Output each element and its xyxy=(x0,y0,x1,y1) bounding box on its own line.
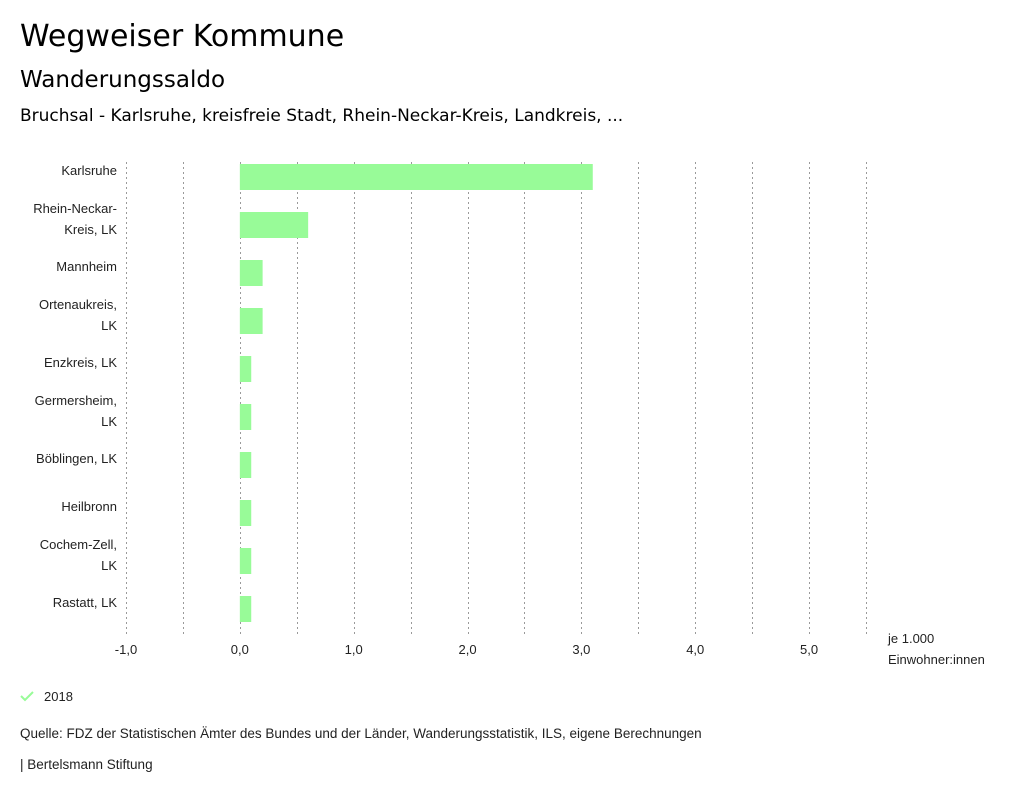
bar xyxy=(239,404,252,430)
category-label: Germersheim, LK xyxy=(35,393,118,429)
category-label-line: LK xyxy=(101,414,117,429)
unit-label: je 1.000 Einwohner:innen xyxy=(887,631,985,667)
unit-label-line: je 1.000 xyxy=(887,631,934,646)
bar xyxy=(239,596,252,622)
chart-subtitle: Wanderungssaldo xyxy=(20,67,226,93)
category-label: Karlsruhe xyxy=(61,163,117,178)
category-labels: Karlsruhe Rhein-Neckar- Kreis, LK Mannheim O… xyxy=(33,163,117,610)
x-tick-label: 5,0 xyxy=(800,642,818,657)
grid-lines xyxy=(126,162,867,636)
bar xyxy=(239,164,593,190)
bar xyxy=(239,452,252,478)
x-tick-label: 1,0 xyxy=(345,642,363,657)
bar xyxy=(239,548,252,574)
bar xyxy=(239,308,263,334)
unit-label-text: je 1.000 Einwohner:innen xyxy=(887,631,985,667)
region-filter-text: Bruchsal - Karlsruhe, kreisfreie Stadt, … xyxy=(20,106,624,126)
category-label-line: Ortenaukreis, xyxy=(39,297,117,312)
category-label: Cochem-Zell, LK xyxy=(40,537,118,573)
category-label-line: Kreis, LK xyxy=(64,222,117,237)
category-label-line: Cochem-Zell, xyxy=(40,537,117,552)
bar xyxy=(239,260,263,286)
source-note: Quelle: FDZ der Statistischen Ämter des … xyxy=(20,726,702,741)
category-label: Ortenaukreis, LK xyxy=(39,297,117,333)
bar xyxy=(239,212,309,238)
check-icon xyxy=(20,691,34,702)
x-tick-label: 2,0 xyxy=(458,642,476,657)
category-label: Rhein-Neckar- Kreis, LK xyxy=(33,201,117,237)
x-tick-label: 0,0 xyxy=(231,642,249,657)
legend-label: 2018 xyxy=(44,688,73,704)
x-tick-label: -1,0 xyxy=(115,642,137,657)
bar-chart: Karlsruhe Rhein-Neckar- Kreis, LK Mannheim O… xyxy=(33,162,985,667)
category-label-line: Rhein-Neckar- xyxy=(33,201,117,216)
category-label-line: LK xyxy=(101,318,117,333)
category-label: Rastatt, LK xyxy=(53,595,118,610)
copyright-note: | Bertelsmann Stiftung xyxy=(20,757,153,772)
bar xyxy=(239,500,252,526)
bars xyxy=(239,164,593,622)
category-label-line: Germersheim, xyxy=(35,393,117,408)
bar xyxy=(239,356,252,382)
category-label-line: LK xyxy=(101,558,117,573)
x-tick-label: 3,0 xyxy=(572,642,590,657)
legend[interactable]: 2018 xyxy=(20,686,73,706)
category-label: Böblingen, LK xyxy=(36,451,117,466)
unit-label-line: Einwohner:innen xyxy=(888,652,985,667)
page-title: Wegweiser Kommune xyxy=(20,19,345,54)
category-label: Enzkreis, LK xyxy=(44,355,117,370)
category-label: Heilbronn xyxy=(61,499,117,514)
x-tick-label: 4,0 xyxy=(686,642,704,657)
x-tick-labels: -1,0 0,0 1,0 2,0 3,0 4,0 5,0 xyxy=(115,642,818,657)
category-label: Mannheim xyxy=(56,259,117,274)
